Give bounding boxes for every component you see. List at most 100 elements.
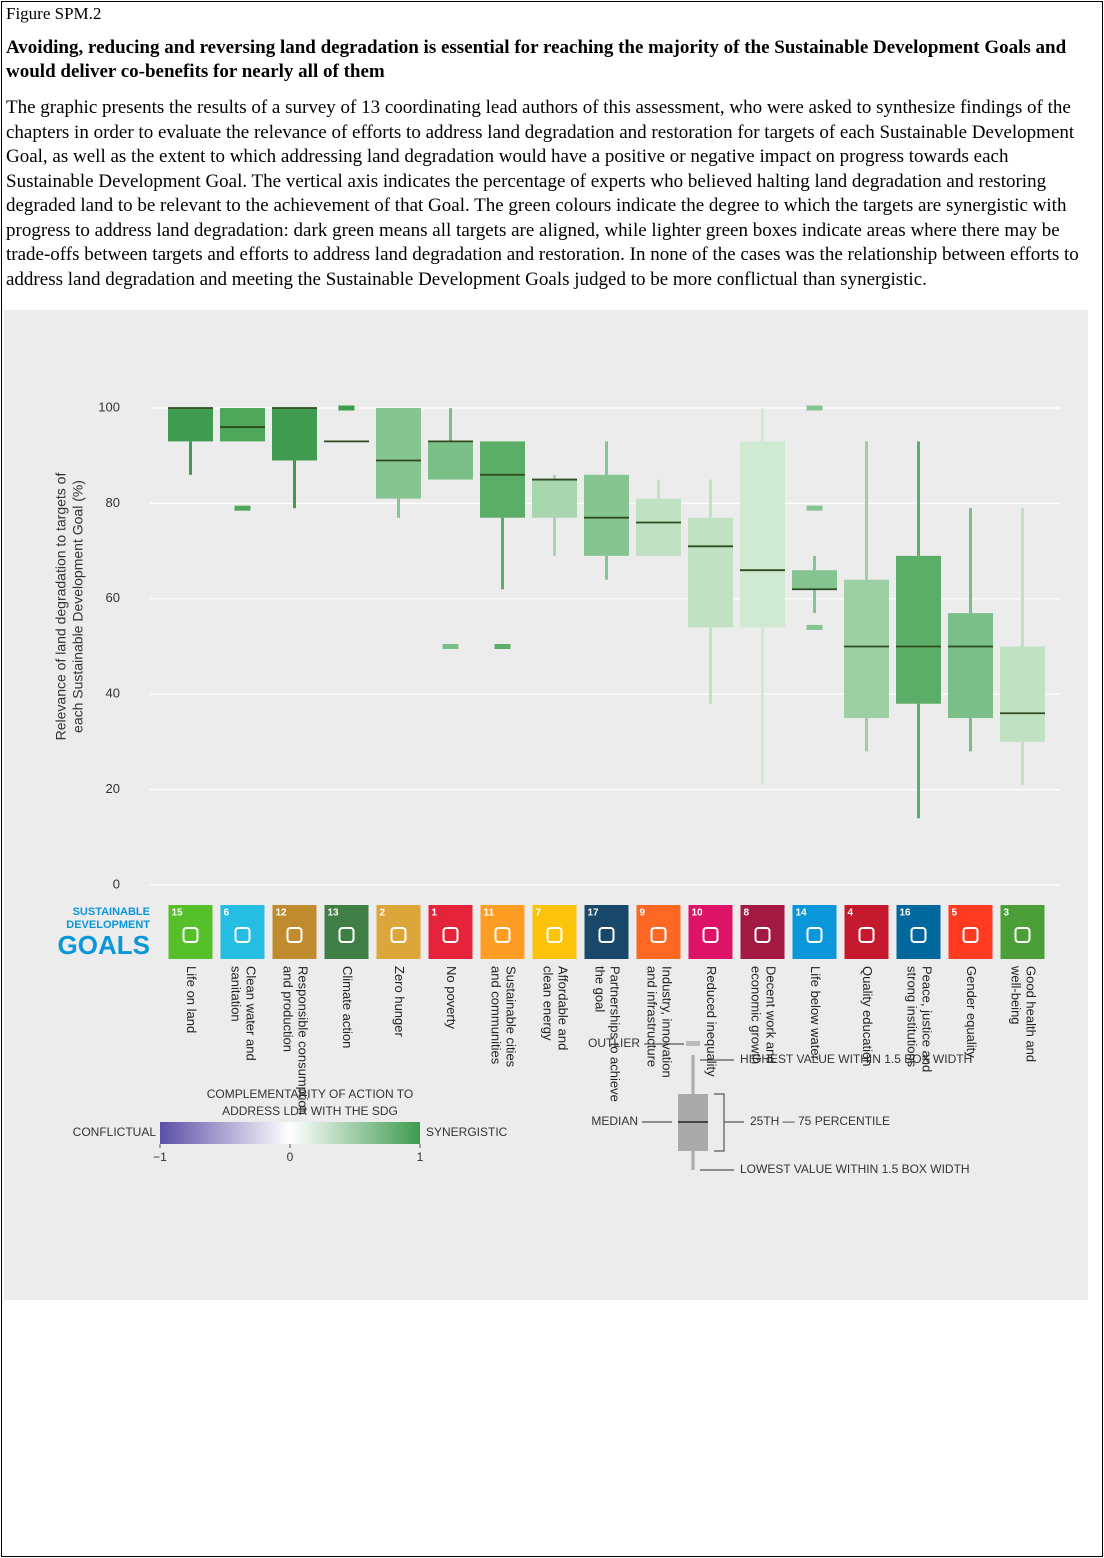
outlier	[806, 624, 823, 630]
sdg-icon	[636, 905, 681, 959]
x-tick-label: Reduced inequality	[704, 966, 719, 1077]
x-tick-label: strong institutions	[905, 966, 920, 1068]
x-tick-label: Quality education	[860, 966, 875, 1066]
outlier	[494, 644, 511, 649]
sdg-number: 15	[172, 908, 184, 919]
y-tick-label: 20	[106, 781, 120, 796]
y-tick-label: 100	[98, 399, 120, 414]
sdg-glyph	[1014, 927, 1031, 943]
sdg-icon	[688, 905, 733, 959]
box	[688, 517, 733, 628]
sdg-number: 5	[952, 908, 958, 919]
y-axis-label: Relevance of land degradation to targets…	[53, 473, 69, 741]
x-tick-label: Life on land	[184, 966, 199, 1033]
y-tick-label: 0	[113, 876, 120, 891]
sdg-glyph	[858, 927, 875, 943]
sdg-logo: SUSTAINABLE	[73, 906, 150, 918]
sdg-glyph	[962, 927, 979, 943]
sdg-icon	[532, 905, 577, 959]
box	[220, 408, 265, 442]
box	[272, 408, 317, 461]
x-tick-label: Zero hunger	[392, 966, 407, 1037]
x-tick-label: No poverty	[444, 966, 459, 1029]
sdg-number: 1	[432, 908, 438, 919]
box	[948, 613, 993, 719]
sdg-number: 8	[744, 908, 750, 919]
outlier	[806, 405, 823, 411]
x-tick-label: Partnerships to achieve	[608, 966, 623, 1102]
sdg-number: 9	[640, 908, 646, 919]
sdg-glyph	[338, 927, 355, 943]
outlier	[806, 505, 823, 511]
sdg-icon	[740, 905, 785, 959]
figure-title: Avoiding, reducing and reversing land de…	[6, 37, 1067, 82]
sdg-icon	[948, 905, 993, 959]
sdg-number: 6	[224, 908, 230, 919]
colorbar-title: COMPLEMENTARITY OF ACTION TO	[207, 1087, 413, 1101]
x-tick-label: Industry, innovation	[660, 966, 675, 1078]
sdg-number: 14	[796, 908, 808, 919]
box	[896, 555, 941, 704]
sdg-number: 13	[328, 908, 340, 919]
sdg-icon	[272, 905, 317, 959]
colorbar-tick-label: −1	[153, 1150, 167, 1164]
x-tick-label: the goal	[593, 966, 608, 1012]
sdg-icon	[324, 905, 369, 959]
colorbar-tick-label: 0	[287, 1150, 294, 1164]
colorbar-label: CONFLICTUAL	[73, 1125, 157, 1139]
sdg-glyph	[286, 927, 303, 943]
box-key	[642, 1041, 744, 1171]
sdg-icon	[584, 905, 629, 959]
sdg-glyph	[650, 927, 667, 943]
x-tick-label: Responsible consumption	[296, 966, 311, 1115]
y-axis-label: each Sustainable Development Goal (%)	[70, 480, 86, 733]
sdg-glyph	[754, 927, 771, 943]
sdg-number: 17	[588, 908, 600, 919]
sdg-icon	[428, 905, 473, 959]
key-label: 25TH — 75 PERCENTILE	[750, 1114, 890, 1128]
sdg-icon	[1000, 905, 1045, 959]
key-outlier	[686, 1041, 700, 1046]
x-tick-label: Peace, justice and	[920, 966, 935, 1072]
y-tick-label: 80	[106, 495, 120, 510]
sdg-glyph	[546, 927, 563, 943]
sdg-glyph	[702, 927, 719, 943]
x-tick-label: Good health and	[1024, 966, 1039, 1062]
box	[636, 498, 681, 556]
sdg-number: 4	[848, 908, 854, 919]
y-tick-label: 60	[106, 590, 120, 605]
sdg-logo: DEVELOPMENT	[66, 919, 150, 931]
sdg-logo: GOALS	[58, 930, 150, 960]
box	[168, 408, 213, 442]
x-tick-label: Sustainable cities	[504, 966, 519, 1068]
outlier	[338, 405, 355, 411]
sdg-number: 3	[1004, 908, 1010, 919]
box	[740, 441, 785, 628]
sdg-number: 7	[536, 908, 542, 919]
sdg-number: 11	[484, 908, 495, 919]
box	[584, 474, 629, 556]
box	[480, 441, 525, 518]
sdg-glyph	[598, 927, 615, 943]
box	[792, 570, 837, 590]
x-tick-label: Affordable and	[556, 966, 571, 1050]
figure-caption: The graphic presents the results of a su…	[6, 97, 1079, 290]
x-tick-label: Decent work and	[764, 966, 779, 1064]
x-tick-label: and production	[281, 966, 296, 1052]
box	[532, 479, 577, 518]
colorbar-label: SYNERGISTIC	[426, 1125, 508, 1139]
x-tick-label: clean energy	[541, 966, 556, 1041]
sdg-icon	[896, 905, 941, 959]
sdg-glyph	[806, 927, 823, 943]
box	[1000, 646, 1045, 742]
x-tick-label: Gender equality	[964, 966, 979, 1058]
sdg-number: 12	[276, 908, 288, 919]
sdg-icon	[792, 905, 837, 959]
x-tick-label: well-being	[1009, 965, 1024, 1025]
colorbar-title: ADDRESS LDR WITH THE SDG	[222, 1104, 398, 1118]
box	[376, 408, 421, 499]
key-label: HIGHEST VALUE WITHIN 1.5 BOX WIDTH	[740, 1052, 972, 1066]
box	[844, 579, 889, 719]
